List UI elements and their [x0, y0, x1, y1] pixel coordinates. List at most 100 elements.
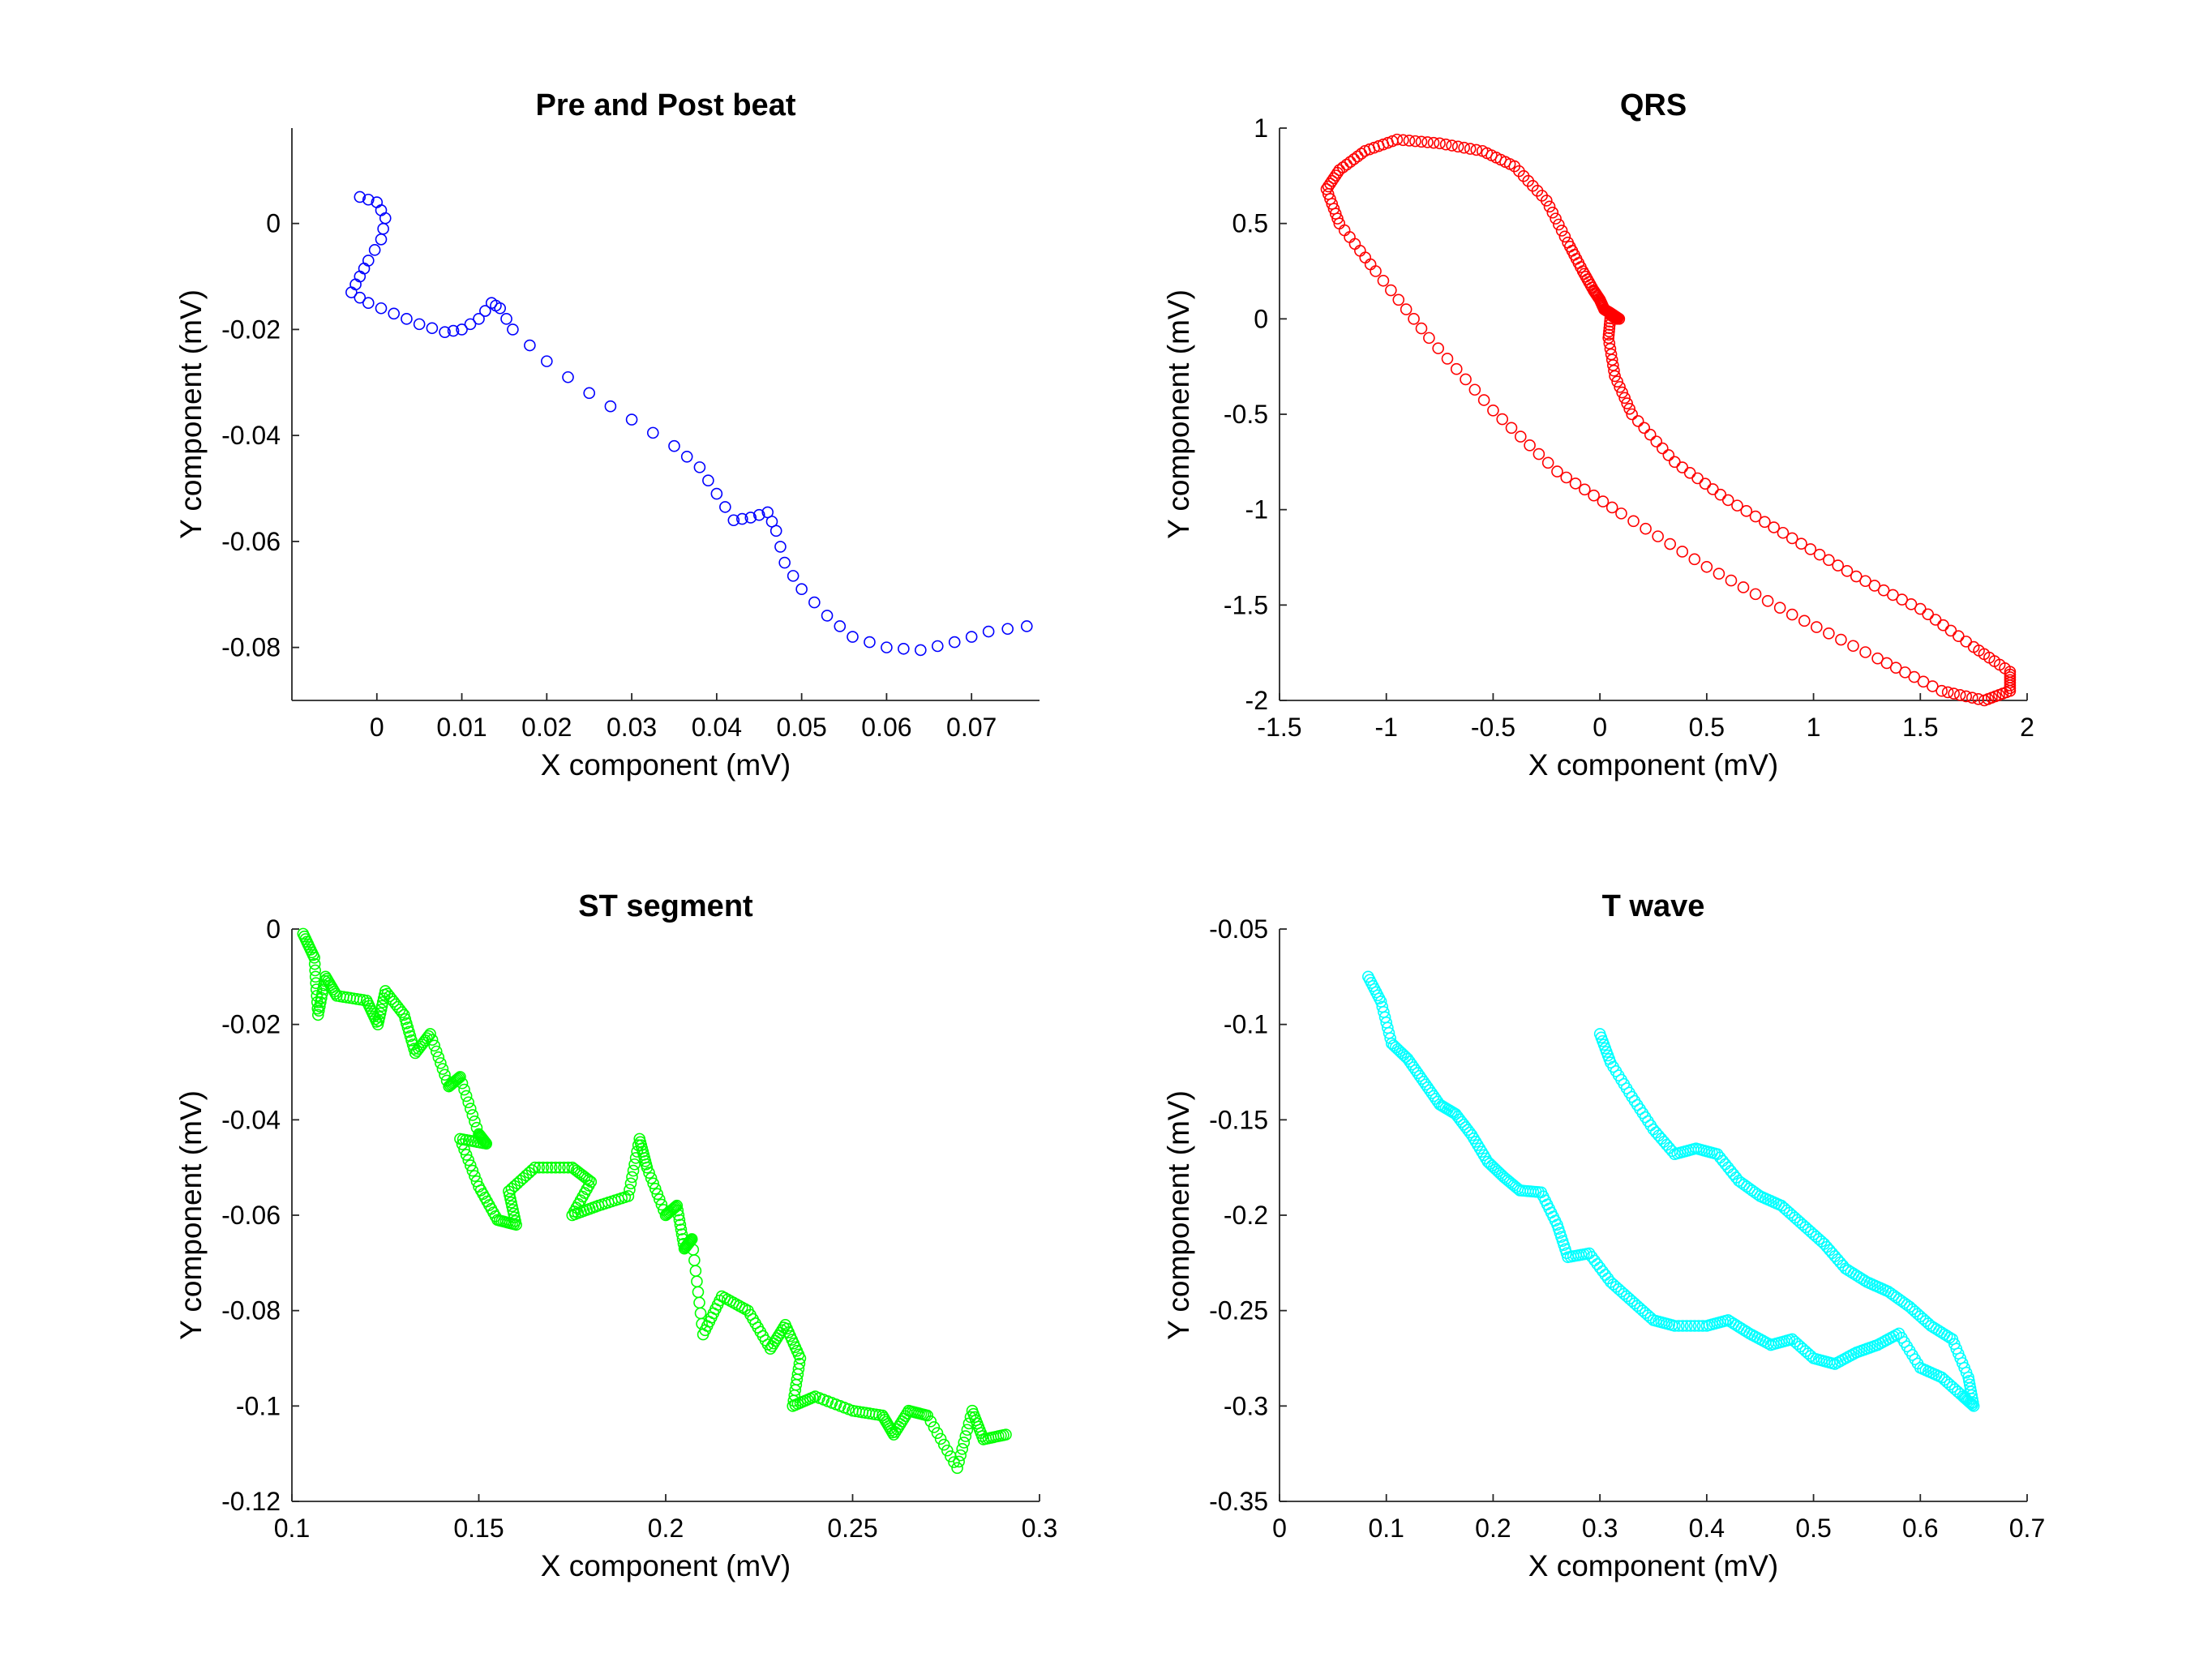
st-segment-y-tick-label: -0.06: [221, 1201, 281, 1230]
st-segment-y-tick-label: -0.02: [221, 1010, 281, 1039]
pre-post-beat-y-tick-label: -0.04: [221, 421, 281, 450]
st-segment-data-point: [931, 1427, 944, 1439]
pre-post-beat-x-axis-label: X component (mV): [541, 748, 791, 781]
pre-post-beat-data-point: [377, 222, 389, 235]
qrs-data-point: [1731, 499, 1743, 512]
qrs-data-point: [1439, 138, 1452, 151]
st-segment-data-point: [312, 1004, 325, 1017]
pre-post-beat-x-tick-label: 0.07: [946, 713, 997, 742]
qrs-data-point: [1948, 687, 1960, 700]
qrs-data-point: [1354, 244, 1366, 257]
qrs-y-tick-label: -1.5: [1224, 590, 1268, 619]
qrs-data-point: [1468, 383, 1481, 396]
st-segment-data-point: [654, 1193, 666, 1205]
st-segment-data-point: [435, 1057, 447, 1069]
st-segment-x-tick-label: 0.1: [274, 1514, 310, 1543]
qrs-data-point: [1683, 466, 1696, 479]
qrs-data-point: [1850, 570, 1863, 583]
qrs-data-point: [1811, 621, 1823, 633]
qrs-data-point: [1543, 200, 1556, 213]
st-segment-data-point: [694, 1307, 707, 1320]
pre-post-beat-data-point: [680, 450, 693, 463]
pre-post-beat-data-point: [368, 244, 381, 256]
pre-post-beat-data-point: [752, 508, 765, 521]
qrs-data-point: [1533, 447, 1545, 460]
t-wave-data-point: [1676, 1320, 1689, 1332]
pre-post-beat-x-tick-label: 0.05: [776, 713, 826, 742]
st-segment-data-point: [469, 1170, 481, 1182]
qrs-data-point: [1409, 135, 1421, 148]
pre-post-beat-data-point: [625, 413, 638, 426]
qrs-y-tick-label: 0: [1254, 304, 1268, 333]
st-segment-data-point: [1000, 1428, 1012, 1441]
qrs-data-point: [1562, 236, 1574, 249]
qrs-data-point: [1370, 265, 1382, 277]
pre-post-beat-data-point: [702, 474, 714, 487]
t-wave-y-tick-label: -0.2: [1224, 1201, 1268, 1230]
st-segment-data-point: [396, 1006, 409, 1018]
qrs-data-point: [1608, 364, 1620, 377]
t-wave-y-tick-label: -0.15: [1209, 1105, 1268, 1134]
qrs-data-point: [1476, 144, 1489, 157]
pre-post-beat-data-point: [668, 439, 680, 452]
st-segment-data-point: [684, 1235, 697, 1248]
pre-post-beat-data-point: [864, 636, 876, 649]
st-segment-y-tick-label: -0.1: [236, 1391, 281, 1420]
qrs-data-point: [1477, 394, 1490, 406]
qrs-data-point: [1460, 373, 1472, 386]
qrs-y-tick-label: -0.5: [1224, 400, 1268, 429]
qrs-data-point: [1835, 633, 1847, 646]
qrs-data-point: [1331, 212, 1344, 225]
qrs-data-point: [1941, 686, 1954, 699]
qrs-data-point: [1721, 494, 1734, 507]
qrs-data-point: [1899, 666, 1911, 679]
qrs-data-point: [1340, 158, 1353, 171]
qrs-data-point: [1841, 565, 1854, 577]
t-wave-data-point: [1684, 1320, 1697, 1332]
qrs-data-point: [1917, 675, 1930, 688]
st-segment-y-tick-label: 0: [266, 914, 281, 944]
st-segment-data-point: [643, 1167, 655, 1180]
t-wave-y-tick-label: -0.05: [1209, 914, 1268, 944]
qrs-x-axis-label: X component (mV): [1528, 748, 1778, 781]
qrs-data-point: [1604, 343, 1617, 355]
qrs-data-point: [1785, 532, 1798, 545]
qrs-data-point: [1669, 456, 1681, 469]
qrs-data-point: [1623, 402, 1635, 415]
pre-post-beat-data-point: [358, 262, 371, 275]
qrs-data-point: [1344, 231, 1356, 243]
st-segment-data-point: [693, 1296, 705, 1309]
qrs-data-point: [1813, 548, 1826, 561]
st-segment-data-point: [428, 1039, 440, 1052]
qrs-data-point: [1505, 422, 1518, 435]
t-wave-data-point: [1447, 1107, 1460, 1120]
qrs-data-point: [1880, 657, 1893, 670]
st-segment-data-point: [954, 1449, 967, 1462]
qrs-data-point: [1541, 456, 1554, 469]
qrs-data-point: [1614, 381, 1626, 393]
st-segment-data-point: [582, 1174, 595, 1187]
qrs-data-point: [1737, 581, 1750, 593]
st-segment-data-point: [645, 1171, 658, 1184]
st-segment-data-point: [460, 1090, 473, 1103]
pre-post-beat-data-point: [821, 610, 834, 622]
st-segment-x-tick-label: 0.15: [453, 1514, 504, 1543]
st-segment-data-point: [672, 1209, 685, 1222]
qrs-x-tick-label: 0: [1593, 713, 1607, 742]
qrs-data-point: [1905, 598, 1918, 610]
qrs-data-point: [1470, 143, 1483, 156]
st-segment-x-tick-label: 0.25: [827, 1514, 877, 1543]
st-segment-data-point: [456, 1077, 469, 1090]
st-segment-data-point: [422, 1030, 435, 1043]
t-wave-y-tick-label: -0.1: [1224, 1010, 1268, 1039]
pre-post-beat-data-point: [375, 233, 388, 246]
pre-post-beat-data-point: [719, 501, 731, 513]
st-segment-data-point: [458, 1083, 470, 1096]
st-segment-data-point: [533, 1161, 546, 1174]
st-segment-data-point: [432, 1051, 445, 1064]
qrs-x-tick-label: 0.5: [1689, 713, 1725, 742]
t-wave-data-point: [1719, 1158, 1732, 1171]
st-segment-data-point: [934, 1432, 947, 1445]
st-segment-x-tick-label: 0.3: [1022, 1514, 1057, 1543]
pre-post-beat-data-point: [562, 370, 574, 383]
